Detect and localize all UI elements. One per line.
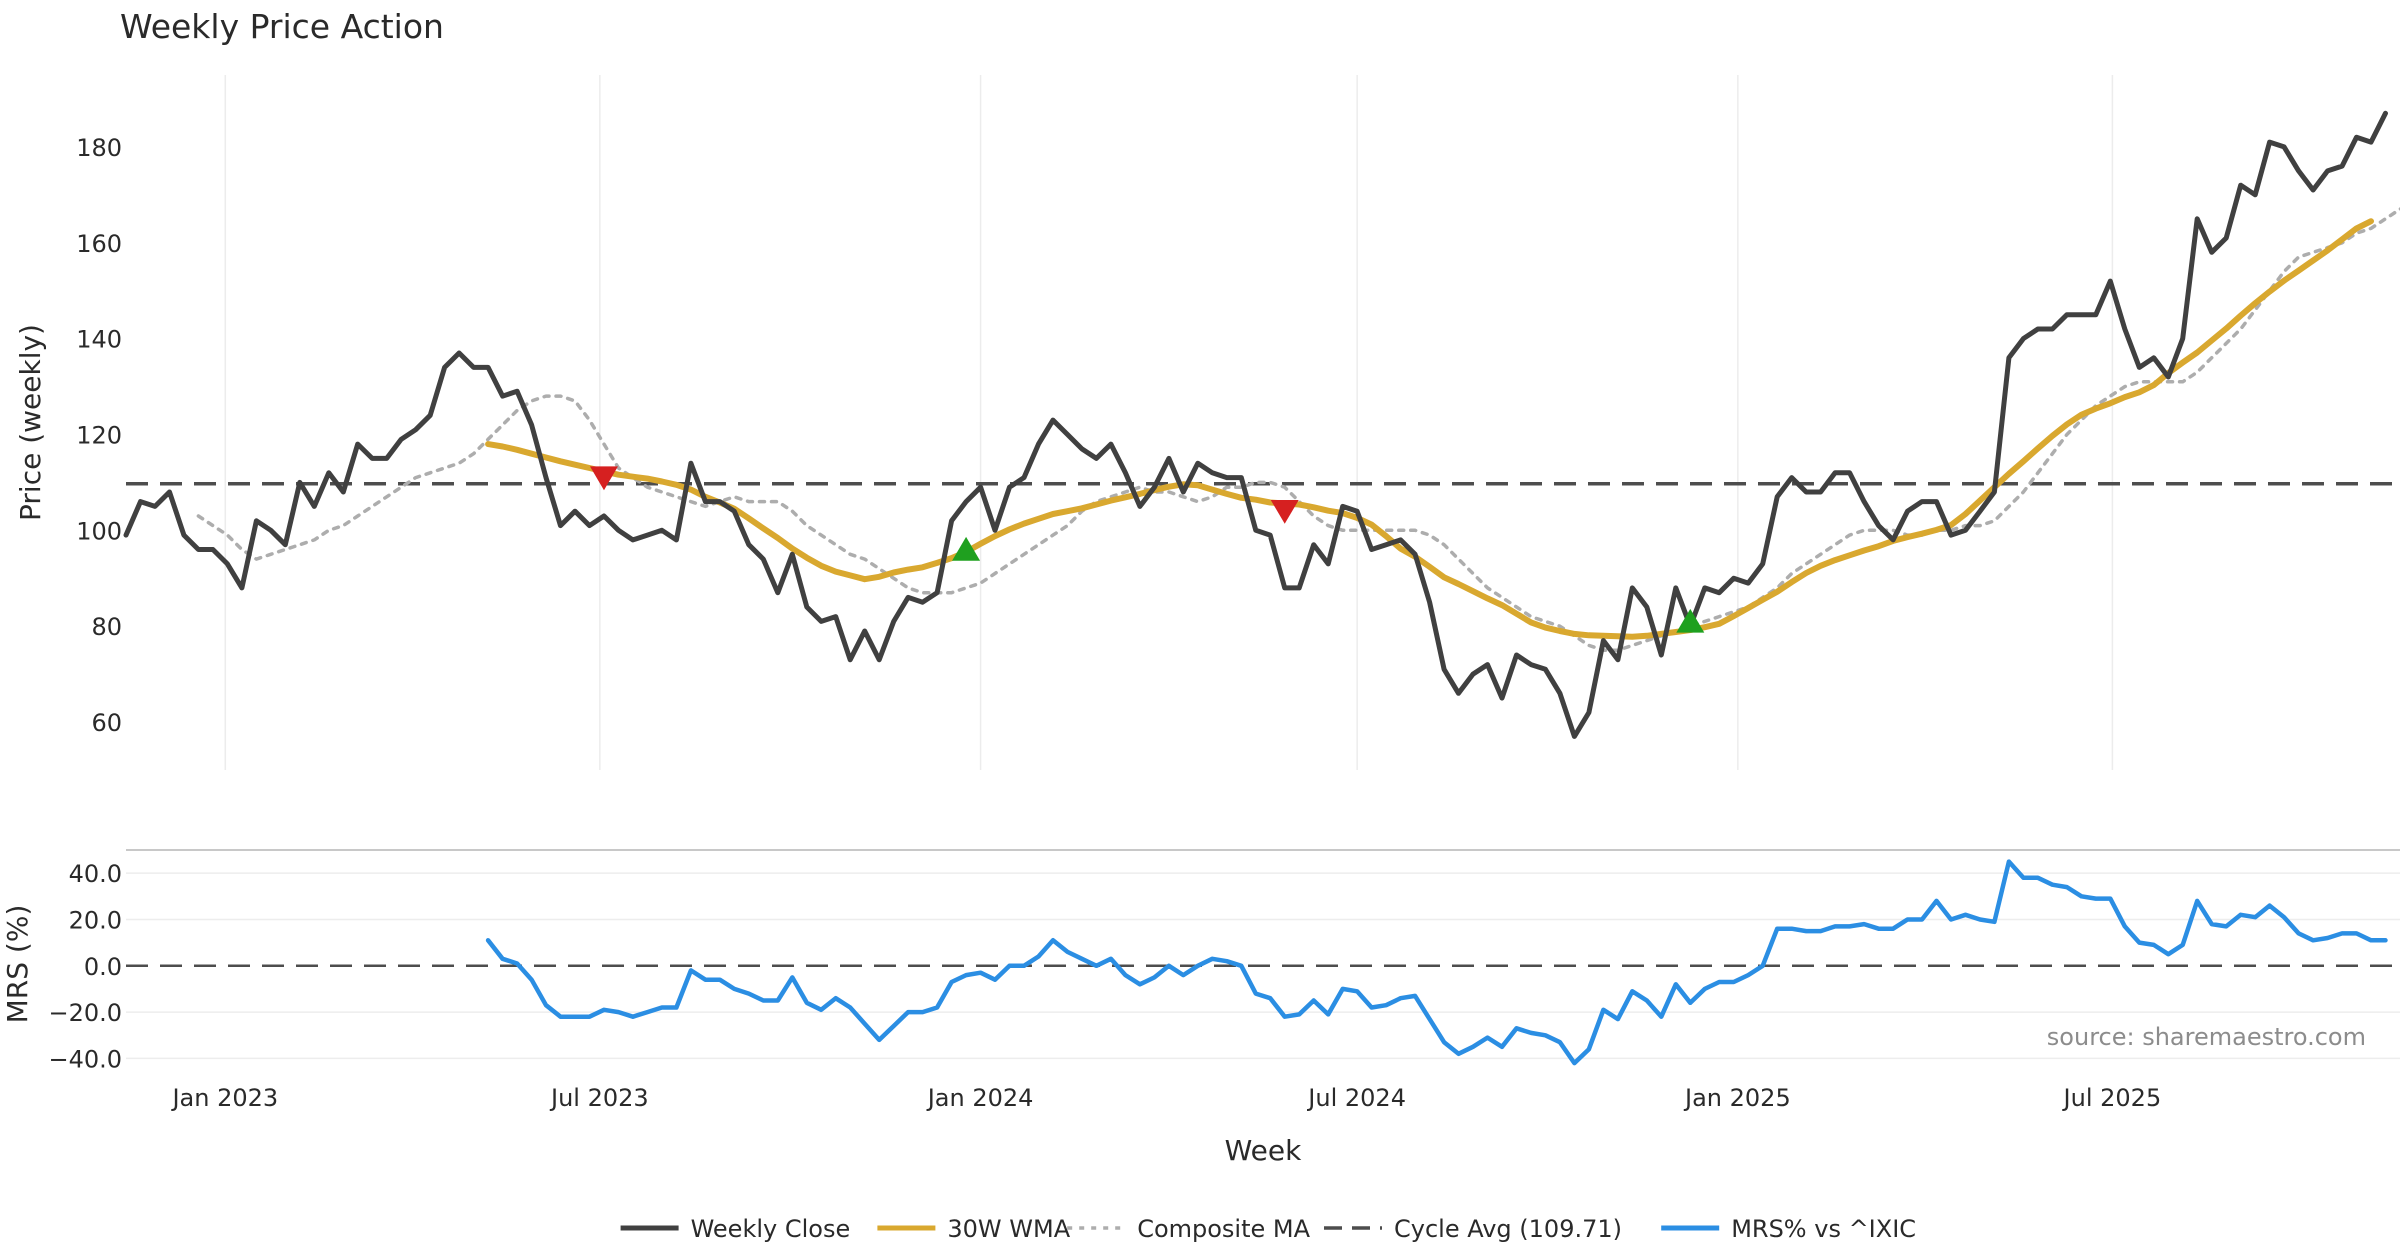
series-weekly-close bbox=[123, 110, 2388, 739]
source-annotation: source: sharemaestro.com bbox=[2047, 1023, 2366, 1051]
legend-label: Cycle Avg (109.71) bbox=[1394, 1215, 1622, 1243]
x-tick-label: Jul 2025 bbox=[2062, 1084, 2162, 1112]
legend-item-mrs-vs-ixic: MRS% vs ^IXIC bbox=[1661, 1215, 1916, 1243]
signal-markers bbox=[589, 466, 1705, 633]
price-y-tick-label: 180 bbox=[76, 134, 122, 162]
buy-signal-marker bbox=[1676, 608, 1705, 633]
legend-label: Weekly Close bbox=[691, 1215, 851, 1243]
chart-title: Weekly Price Action bbox=[120, 7, 444, 46]
legend-item-30w-wma: 30W WMA bbox=[877, 1215, 1071, 1243]
price-y-ticks: 60 80 100 120 140 160 180 bbox=[76, 134, 122, 737]
price-y-tick-label: 140 bbox=[76, 326, 122, 354]
price-y-tick-label: 100 bbox=[76, 517, 122, 545]
price-y-tick-label: 80 bbox=[91, 613, 122, 641]
price-y-tick-label: 120 bbox=[76, 421, 122, 449]
mrs-y-ticks: −40.0 −20.0 0.0 20.0 40.0 bbox=[48, 860, 122, 1073]
price-axis-label: Price (weekly) bbox=[14, 324, 47, 521]
mrs-y-tick-label: 0.0 bbox=[84, 953, 122, 981]
mrs-series bbox=[126, 859, 2400, 1066]
series-composite-ma bbox=[196, 207, 2400, 652]
legend-label: 30W WMA bbox=[947, 1215, 1070, 1243]
mrs-y-tick-label: −20.0 bbox=[48, 999, 122, 1027]
x-tick-label: Jan 2025 bbox=[1683, 1084, 1791, 1112]
price-series bbox=[123, 110, 2400, 739]
legend-item-cycle-avg-109-71: Cycle Avg (109.71) bbox=[1324, 1215, 1622, 1243]
sell-signal-marker bbox=[1270, 499, 1299, 524]
mrs-y-tick-label: 20.0 bbox=[69, 906, 122, 934]
series-30w-wma bbox=[485, 218, 2374, 640]
legend-item-composite-ma: Composite MA bbox=[1067, 1215, 1311, 1243]
x-ticks: Jan 2023 Jul 2023 Jan 2024 Jul 2024 Jan 2025… bbox=[170, 1084, 2161, 1112]
x-tick-label: Jan 2024 bbox=[926, 1084, 1034, 1112]
x-tick-label: Jan 2023 bbox=[170, 1084, 278, 1112]
x-axis-label: Week bbox=[1225, 1134, 1302, 1167]
sell-signal-marker bbox=[589, 466, 618, 491]
series-mrs-vs-ixic bbox=[485, 859, 2388, 1066]
price-y-tick-label: 160 bbox=[76, 230, 122, 258]
legend-label: MRS% vs ^IXIC bbox=[1731, 1215, 1916, 1243]
legend: Weekly Close 30W WMA Composite MA Cycle Avg… bbox=[620, 1215, 1916, 1243]
price-y-tick-label: 60 bbox=[91, 709, 122, 737]
x-tick-label: Jul 2024 bbox=[1306, 1084, 1406, 1112]
mrs-axis-label: MRS (%) bbox=[1, 905, 34, 1024]
x-tick-label: Jul 2023 bbox=[549, 1084, 649, 1112]
gridlines bbox=[126, 75, 2400, 1060]
legend-label: Composite MA bbox=[1137, 1215, 1310, 1243]
legend-item-weekly-close: Weekly Close bbox=[620, 1215, 851, 1243]
mrs-y-tick-label: −40.0 bbox=[48, 1045, 122, 1073]
mrs-y-tick-label: 40.0 bbox=[69, 860, 122, 888]
buy-signal-marker bbox=[952, 536, 981, 561]
